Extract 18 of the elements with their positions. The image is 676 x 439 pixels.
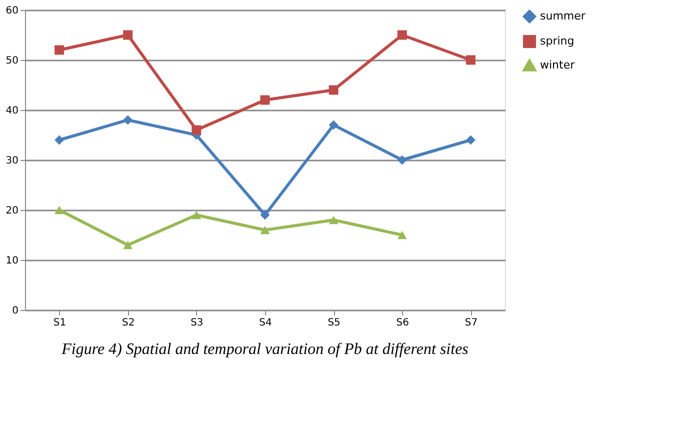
y-tick-label: 60 <box>6 6 18 16</box>
x-tick-label: S2 <box>122 318 135 328</box>
y-tick-label: 30 <box>6 156 18 166</box>
y-tick-label: 20 <box>6 206 18 216</box>
x-tick-label: S5 <box>328 318 340 328</box>
x-tick-label: S6 <box>396 318 409 328</box>
x-tick-label: S4 <box>259 318 272 328</box>
x-tick-label: S7 <box>464 318 478 328</box>
text: Figure 4) Spatial and temporal variation of Pb at different sites <box>60 341 468 358</box>
legend-label: winter <box>540 58 576 72</box>
y-tick-label: 0 <box>12 306 18 316</box>
x-tick-label: S3 <box>190 318 204 328</box>
y-tick-label: 10 <box>6 256 18 266</box>
y-tick-label: 50 <box>6 56 18 66</box>
x-tick-label: S1 <box>53 318 66 328</box>
legend-label: spring <box>540 34 574 48</box>
legend-label: summer <box>540 10 586 22</box>
y-tick-label: 40 <box>6 106 18 116</box>
